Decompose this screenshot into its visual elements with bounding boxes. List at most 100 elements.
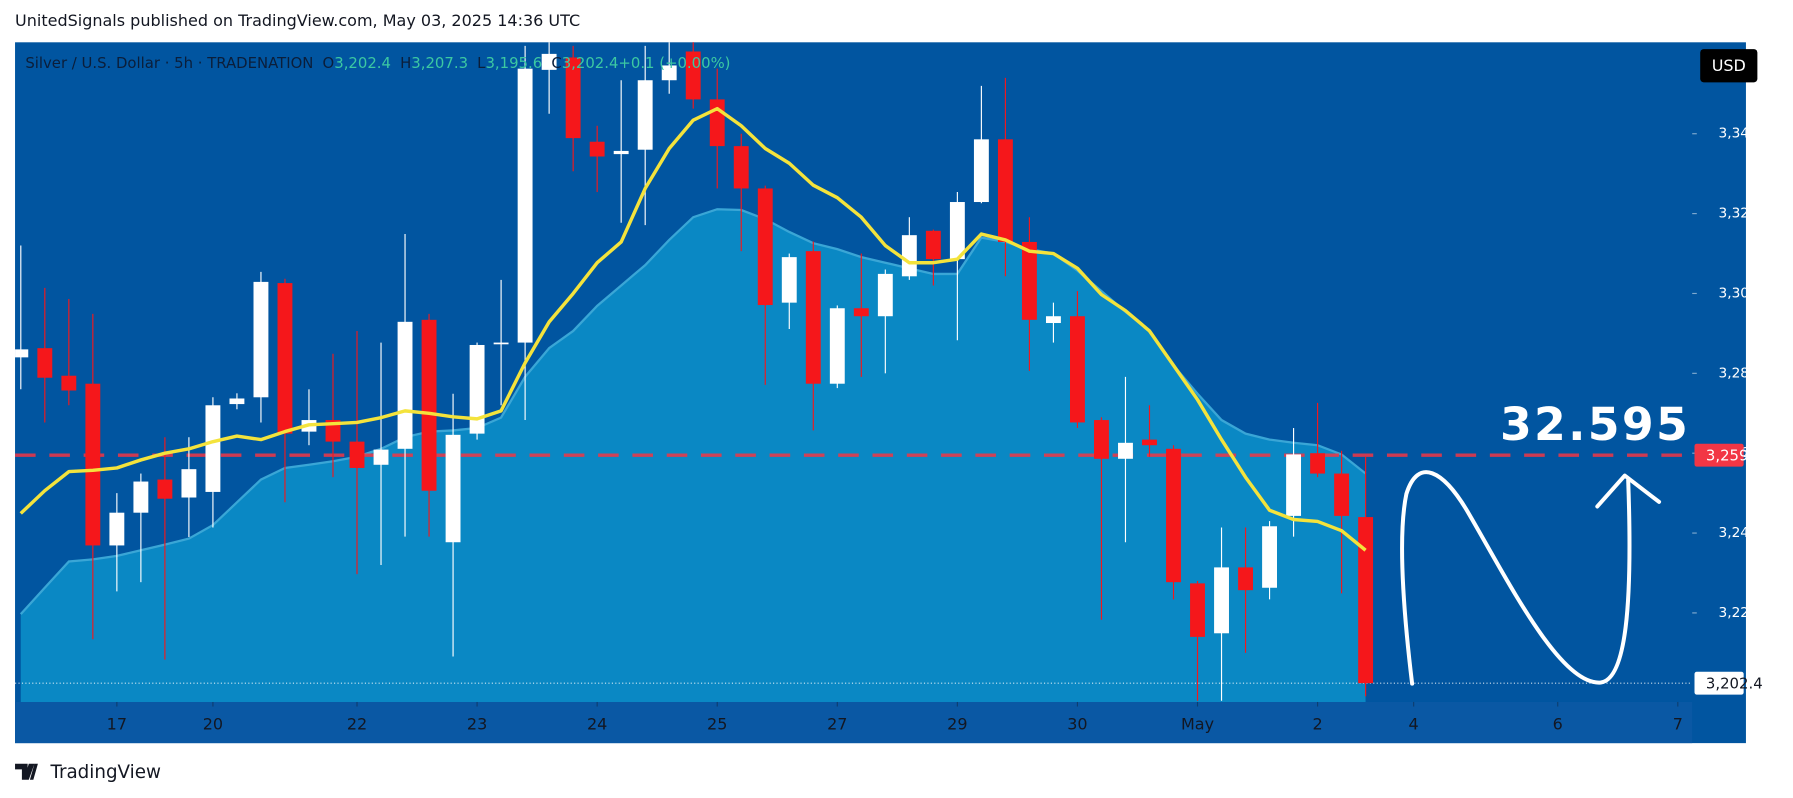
candle-body <box>949 202 965 260</box>
candle-body <box>37 348 53 378</box>
candle-body <box>1214 567 1229 634</box>
price-label-box <box>1694 671 1744 695</box>
candle-body <box>1238 567 1253 591</box>
x-tick-label: May <box>1181 714 1214 733</box>
candle-body <box>1069 316 1085 423</box>
overlay: 3,220.03,240.03,260.03,280.03,300.03,320… <box>25 49 1771 733</box>
x-tick-label: 30 <box>1067 714 1087 733</box>
candle-body <box>1190 583 1205 637</box>
candle-body <box>493 342 509 345</box>
x-tick-label: 7 <box>1673 714 1683 733</box>
x-tick-label: 17 <box>107 714 127 733</box>
y-tick-label: 3,340.0 <box>1719 126 1771 142</box>
legend-key: O <box>323 54 335 72</box>
candle-body <box>181 469 197 498</box>
candle-body <box>1142 439 1157 446</box>
brand: TradingView <box>15 762 161 783</box>
candle-body <box>829 308 845 384</box>
candle-body <box>1166 448 1181 583</box>
candle-body <box>925 230 941 260</box>
x-tick-label: 20 <box>203 714 223 733</box>
x-tick-label: 29 <box>947 714 967 733</box>
currency-button: USD <box>1712 56 1746 75</box>
candle-body <box>709 99 725 147</box>
candle-body <box>445 434 461 543</box>
candle-body <box>637 80 653 150</box>
candle-body <box>541 53 557 70</box>
legend-key: H <box>400 54 411 72</box>
drawn-curve <box>1400 470 1632 686</box>
candle-body <box>997 139 1013 242</box>
y-tick-label: 3,220.0 <box>1719 605 1771 621</box>
brand-logo <box>15 763 38 780</box>
candle-body <box>1286 454 1302 516</box>
hand-drawing <box>1400 470 1662 686</box>
candle-body <box>1358 517 1374 684</box>
x-tick-label: 2 <box>1312 714 1322 733</box>
candle-body <box>901 235 917 277</box>
x-tick-label: 24 <box>587 714 607 733</box>
price-label-box <box>1694 443 1744 467</box>
legend-value: 3,202.4 <box>334 54 391 72</box>
x-tick-label: 6 <box>1553 714 1563 733</box>
header: UnitedSignals published on TradingView.c… <box>15 11 580 30</box>
candle-body <box>565 57 581 139</box>
candle-body <box>15 349 29 358</box>
x-tick-label: 22 <box>347 714 367 733</box>
candle-body <box>421 319 437 491</box>
candle-body <box>157 479 173 499</box>
ma-line <box>19 106 1367 552</box>
candle-body <box>973 139 989 203</box>
candle-body <box>853 308 869 317</box>
candle-body <box>1118 442 1133 459</box>
y-tick-label: 3,300.0 <box>1719 285 1771 301</box>
candle-body <box>1262 526 1278 588</box>
x-tick-label: 27 <box>827 714 847 733</box>
x-tick-label: 25 <box>707 714 727 733</box>
currency-button-box <box>1700 49 1758 83</box>
candle-body <box>349 441 365 468</box>
candle-body <box>61 375 77 391</box>
candle-body <box>133 481 149 513</box>
candle-body <box>589 141 605 157</box>
candle-body <box>469 344 485 434</box>
candle-body <box>1021 241 1037 320</box>
candle-body <box>805 251 821 384</box>
candle-body <box>397 321 413 449</box>
candle-body <box>757 188 773 306</box>
candle-body <box>1094 420 1109 459</box>
candle-body <box>517 68 533 343</box>
candle-body <box>253 281 269 398</box>
candle-body <box>229 398 245 405</box>
legend-key: C <box>551 54 561 72</box>
candle-body <box>1045 316 1061 324</box>
candle-body <box>781 257 797 303</box>
candle-body <box>277 283 293 434</box>
legend-value: 3,195.6 <box>485 54 542 72</box>
x-tick-label: 23 <box>467 714 487 733</box>
price-label: 3,259.5 <box>1706 446 1763 464</box>
x-tick-label: 4 <box>1409 714 1419 733</box>
candle-body <box>205 405 221 492</box>
y-tick-label: 3,240.0 <box>1719 525 1771 541</box>
candle-body <box>1334 473 1350 516</box>
legend: Silver / U.S. Dollar · 5h · TRADENATION O… <box>25 54 730 72</box>
legend-change: +0.1 (+0.00%) <box>618 54 730 72</box>
y-tick-label: 3,320.0 <box>1719 206 1771 222</box>
candle-body <box>373 449 389 465</box>
plot-area <box>15 42 1693 702</box>
candle-body <box>877 273 893 317</box>
candle-body <box>733 146 749 189</box>
candle-body <box>1310 453 1326 474</box>
candle-body <box>685 51 701 100</box>
price-label: 3,202.4 <box>1706 674 1763 692</box>
candle-body <box>109 512 125 546</box>
legend-key: L <box>477 54 486 72</box>
legend-value: 3,202.4 <box>562 54 619 72</box>
candle-body <box>661 65 677 81</box>
legend-title: Silver / U.S. Dollar · 5h · TRADENATION <box>25 54 313 72</box>
candle-body <box>613 150 629 155</box>
brand-name: TradingView <box>49 762 161 783</box>
